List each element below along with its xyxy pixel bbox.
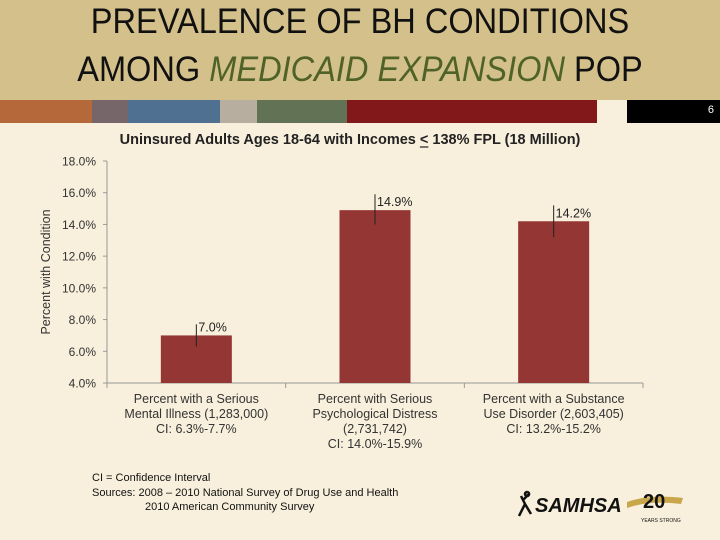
y-tick-label: 10.0% — [62, 281, 96, 295]
data-label: 14.9% — [377, 195, 412, 209]
bar-chart: Uninsured Adults Ages 18-64 with Incomes… — [39, 132, 644, 451]
slide-number: 6 — [627, 100, 720, 123]
y-tick-label: 8.0% — [69, 313, 97, 327]
category-label: Mental Illness (1,283,000) — [124, 407, 268, 421]
color-bands — [0, 100, 720, 123]
y-tick-label: 6.0% — [69, 345, 97, 359]
color-band — [0, 100, 92, 123]
bar — [518, 221, 590, 383]
logo-text: SAMHSA — [535, 495, 622, 517]
logo-tagline: YEARS STRONG — [641, 518, 681, 524]
title-text: AMONG — [77, 50, 210, 89]
color-band — [257, 100, 347, 123]
title-highlight: MEDICAID EXPANSION — [209, 50, 565, 89]
chart-title: Uninsured Adults Ages 18-64 with Incomes… — [120, 132, 581, 148]
color-band — [597, 100, 627, 123]
y-tick-label: 16.0% — [62, 186, 96, 200]
color-band — [347, 100, 597, 123]
slide-title-line1: PREVALENCE OF BH CONDITIONS — [90, 2, 630, 41]
data-label: 14.2% — [556, 206, 591, 220]
logo-years: 20 — [643, 491, 665, 513]
category-label: CI: 6.3%-7.7% — [156, 422, 237, 436]
y-tick-label: 14.0% — [62, 218, 96, 232]
footnote-sources-2: 2010 American Community Survey — [145, 501, 315, 513]
category-label: Percent with a Substance — [483, 392, 625, 406]
title-text: Uninsured Adults Ages 18-64 with Incomes — [120, 132, 420, 148]
data-label: 7.0% — [198, 320, 227, 334]
color-band — [128, 100, 220, 123]
bar — [339, 210, 411, 383]
y-tick-label: 12.0% — [62, 250, 96, 264]
y-axis-label: Percent with Condition — [39, 209, 53, 334]
slide-title-line2: AMONG MEDICAID EXPANSION POP — [25, 50, 695, 90]
samhsa-logo: SAMHSA 20 YEARS STRONG — [517, 490, 683, 524]
category-label: CI: 14.0%-15.9% — [328, 437, 423, 451]
footnote-sources: Sources: 2008 – 2010 National Survey of … — [92, 487, 399, 499]
title-text: POP — [564, 50, 643, 89]
y-tick-label: 18.0% — [62, 155, 96, 169]
category-label: (2,731,742) — [343, 422, 407, 436]
y-tick-label: 4.0% — [69, 377, 97, 391]
leq-symbol: < — [420, 132, 428, 148]
title-header: PREVALENCE OF BH CONDITIONS AMONG MEDICA… — [0, 0, 720, 100]
color-band — [220, 100, 257, 123]
category-label: Use Disorder (2,603,405) — [483, 407, 623, 421]
category-label: Psychological Distress — [312, 407, 437, 421]
ribbon-icon — [627, 496, 683, 508]
color-band — [92, 100, 128, 123]
running-figure-icon — [517, 490, 533, 517]
category-label: Percent with a Serious — [134, 392, 259, 406]
category-label: CI: 13.2%-15.2% — [506, 422, 601, 436]
footnote-ci: CI = Confidence Interval — [92, 472, 211, 484]
title-text: 138% FPL (18 Million) — [428, 132, 580, 148]
category-label: Percent with Serious — [318, 392, 433, 406]
